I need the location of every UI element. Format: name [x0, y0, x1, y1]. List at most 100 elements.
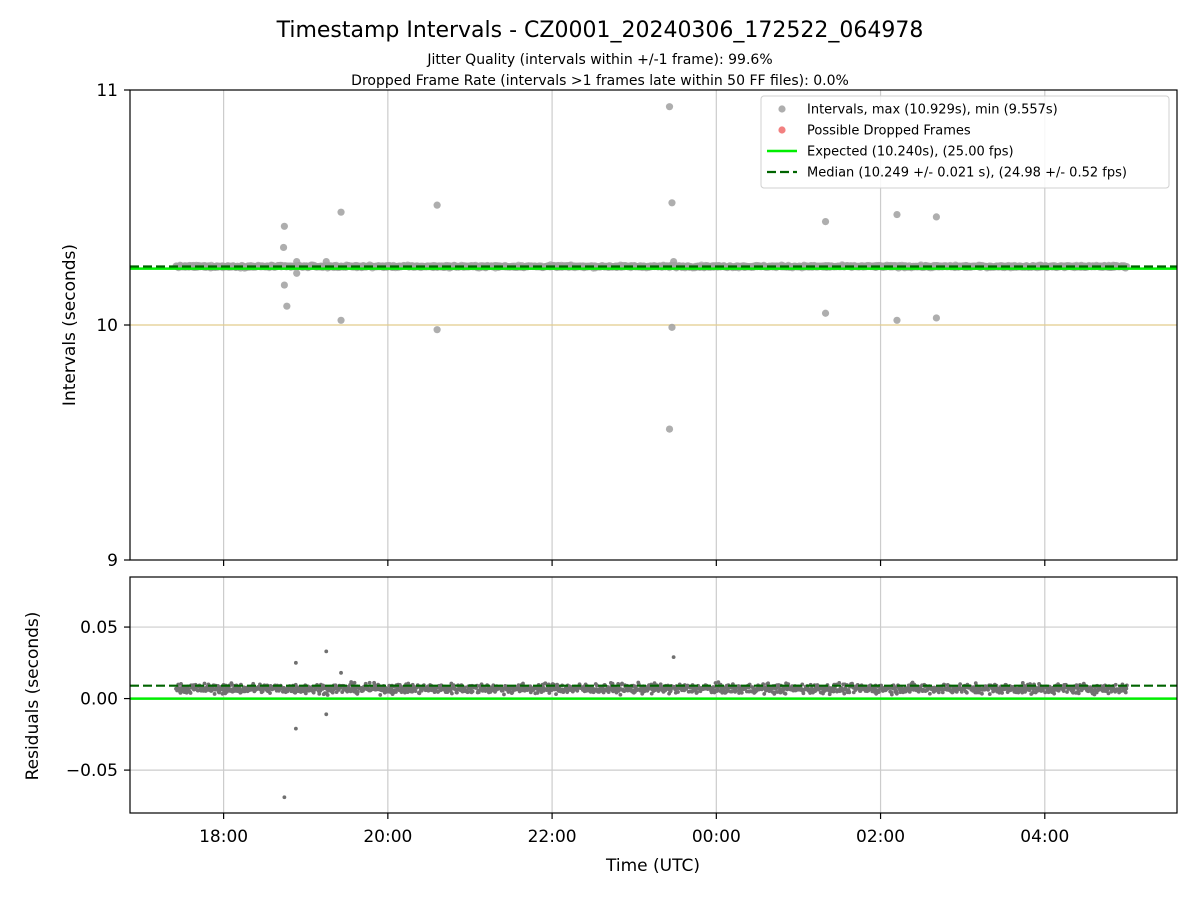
residual-point	[543, 681, 548, 686]
interval-outlier-point-19	[893, 316, 901, 324]
residuals-y-tick-label-1: 0.00	[80, 690, 118, 710]
residual-point	[601, 690, 606, 695]
legend-label-2: Expected (10.240s), (25.00 fps)	[807, 145, 1014, 160]
x-tick-label-1: 20:00	[363, 827, 412, 847]
intervals-y-ticks: 9 10 11	[96, 81, 130, 571]
residual-outlier-point-1	[293, 726, 298, 731]
residual-point	[711, 685, 716, 689]
residual-point	[716, 680, 721, 685]
x-tick-label-0: 18:00	[199, 827, 248, 847]
residual-point	[326, 688, 331, 693]
residual-point	[842, 691, 847, 696]
residual-point	[355, 689, 360, 694]
residual-point	[894, 691, 899, 696]
interval-outlier-point-2	[280, 281, 288, 289]
residual-point	[1061, 689, 1066, 693]
residual-point	[1030, 690, 1035, 695]
residual-point	[972, 686, 977, 691]
residual-point	[268, 691, 272, 695]
x-tick-label-3: 00:00	[692, 827, 741, 847]
x-tick-label-2: 22:00	[528, 827, 577, 847]
residual-point	[325, 693, 330, 697]
residual-point	[554, 692, 558, 697]
residual-point	[413, 689, 418, 694]
residual-point	[772, 690, 777, 695]
residual-point	[622, 689, 627, 694]
residual-point	[762, 692, 767, 696]
residual-point	[928, 691, 932, 696]
residual-point	[317, 691, 322, 696]
residual-point	[293, 690, 298, 695]
residual-point	[620, 681, 624, 686]
residual-point	[676, 690, 680, 694]
residual-point	[179, 682, 183, 686]
residuals-panel: 0.05 0.00 −0.05 18:00 20:00 22:00 00:00 02:00 0…	[23, 576, 1178, 876]
x-axis-label: Time (UTC)	[605, 856, 700, 876]
residual-point	[502, 692, 506, 697]
residual-point	[801, 691, 806, 696]
residual-point	[764, 688, 768, 693]
x-tick-label-4: 02:00	[856, 827, 905, 847]
residual-point	[1124, 686, 1129, 691]
interval-outlier-point-20	[932, 213, 940, 221]
intervals-y-tick-label-2: 11	[96, 81, 118, 101]
residual-point	[202, 681, 207, 686]
interval-outlier-point-8	[337, 316, 345, 324]
residuals-points	[174, 649, 1129, 800]
interval-outlier-point-11	[665, 103, 674, 111]
interval-outlier-point-15	[665, 425, 674, 433]
residuals-grid	[130, 577, 1177, 813]
residual-point	[212, 692, 217, 696]
residual-point	[1071, 690, 1076, 695]
residual-point	[1000, 691, 1004, 695]
residual-point	[1052, 691, 1057, 696]
legend: Intervals, max (10.929s), min (9.557s) Po…	[760, 95, 1170, 189]
residual-point	[729, 689, 734, 694]
residuals-x-ticks: 18:00 20:00 22:00 00:00 02:00 04:00	[199, 813, 1069, 847]
residual-outlier-point-4	[324, 712, 329, 717]
residual-point	[980, 691, 984, 696]
residual-point	[737, 691, 741, 695]
residual-outlier-point-6	[671, 655, 676, 659]
interval-outlier-point-7	[337, 208, 345, 216]
residual-point	[847, 690, 852, 695]
interval-outlier-point-17	[821, 309, 830, 317]
interval-outlier-point-6	[322, 257, 330, 266]
interval-outlier-point-9	[433, 201, 441, 209]
residual-point	[739, 690, 744, 695]
legend-label-1: Possible Dropped Frames	[807, 124, 971, 139]
residual-point	[565, 690, 570, 695]
interval-outlier-point-5	[293, 269, 301, 277]
residual-point	[997, 690, 1002, 695]
residual-point	[831, 689, 836, 694]
intervals-y-tick-label-0: 9	[107, 551, 118, 571]
residual-point	[987, 692, 992, 696]
interval-outlier-point-0	[280, 222, 288, 230]
residuals-zero-median-lines	[130, 684, 1177, 700]
legend-marker-1	[778, 126, 786, 134]
interval-outlier-point-18	[893, 210, 901, 219]
residual-point	[1123, 690, 1128, 695]
residual-point	[394, 690, 398, 694]
residual-point	[936, 690, 941, 695]
residual-point	[1106, 691, 1111, 696]
legend-box	[760, 95, 1170, 189]
residuals-y-ticks: 0.05 0.00 −0.05	[66, 618, 130, 781]
residual-outlier-point-5	[339, 670, 343, 675]
residual-point	[1065, 690, 1069, 694]
residual-point	[450, 691, 454, 696]
residual-point	[827, 692, 832, 697]
interval-outlier-point-10	[433, 326, 441, 334]
intervals-expected-median-lines	[130, 265, 1177, 270]
residual-point	[545, 688, 549, 692]
interval-outlier-point-13	[670, 257, 678, 266]
residuals-y-tick-label-2: −0.05	[66, 761, 118, 781]
residual-point	[594, 683, 599, 688]
interval-outlier-point-4	[293, 257, 301, 266]
legend-marker-0	[778, 105, 786, 113]
residual-point	[1020, 680, 1025, 685]
interval-outlier-point-12	[668, 199, 676, 207]
residual-outlier-point-2	[293, 660, 298, 665]
residual-point	[877, 690, 881, 694]
